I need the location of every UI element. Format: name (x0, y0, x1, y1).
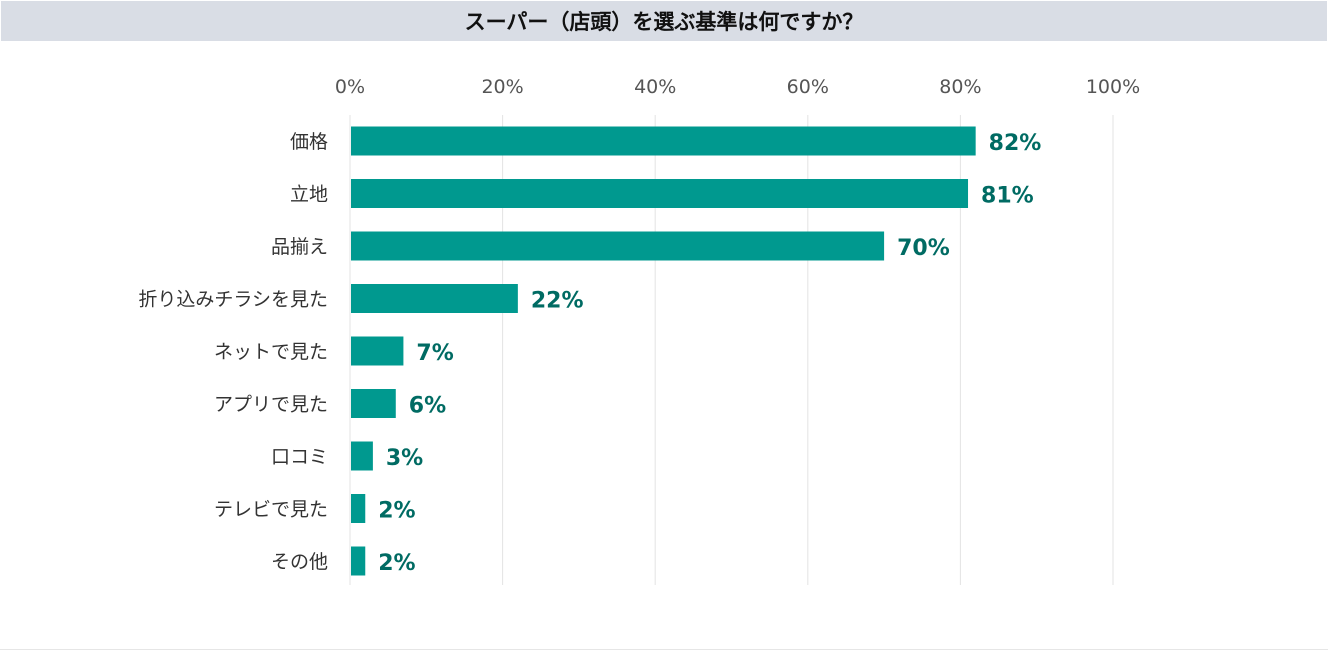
data-label: 2% (378, 499, 415, 524)
bottom-divider (0, 649, 1328, 650)
bar (351, 284, 518, 313)
x-tick-label: 60% (787, 76, 829, 98)
data-label: 6% (409, 394, 446, 419)
data-label: 2% (378, 551, 415, 576)
bar (351, 336, 404, 366)
bar (351, 179, 969, 208)
data-label: 70% (897, 236, 950, 261)
x-tick-label: 20% (481, 76, 523, 98)
x-tick-label: 80% (939, 76, 981, 98)
data-label: 3% (386, 446, 423, 471)
data-label: 81% (981, 184, 1034, 209)
bar (351, 126, 976, 156)
category-label: アプリで見た (214, 394, 328, 416)
bar (351, 231, 885, 261)
x-tick-label: 40% (634, 76, 676, 98)
bar (351, 389, 396, 418)
x-tick-label: 0% (335, 76, 365, 98)
category-label: 口コミ (271, 446, 328, 468)
x-tick-label: 100% (1086, 76, 1140, 98)
category-label: テレビで見た (214, 499, 328, 521)
data-label: 7% (416, 341, 453, 366)
category-label: その他 (271, 551, 328, 573)
category-label: 価格 (290, 131, 328, 153)
bar (351, 546, 366, 576)
bar (351, 494, 366, 523)
category-label: 立地 (290, 184, 328, 206)
category-label: ネットで見た (214, 341, 328, 363)
category-label: 品揃え (271, 236, 328, 258)
category-label: 折り込みチラシを見た (138, 289, 328, 311)
bar (351, 441, 373, 471)
chart-title: スーパー（店頭）を選ぶ基準は何ですか？ (1, 1, 1327, 41)
data-label: 82% (989, 131, 1042, 156)
data-label: 22% (531, 289, 584, 314)
